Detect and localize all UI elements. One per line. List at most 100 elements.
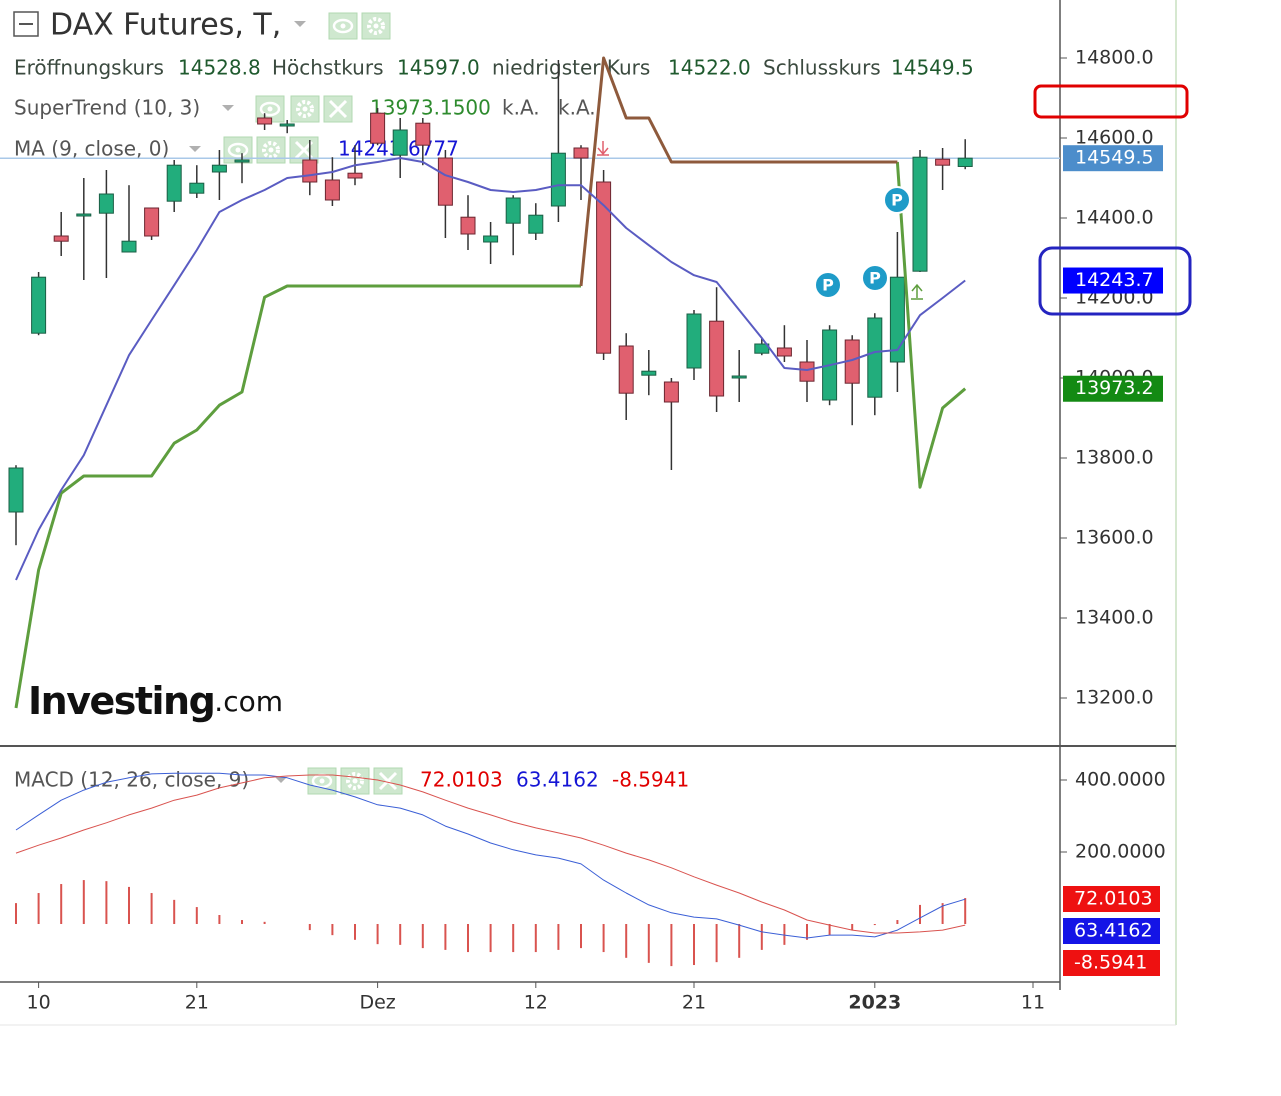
event-marker-label: P <box>891 191 903 210</box>
candle-body <box>550 152 566 207</box>
icon <box>378 771 398 791</box>
candle-body <box>912 156 928 272</box>
candle-body <box>8 467 24 513</box>
value-badge-label: -8.5941 <box>1074 952 1147 974</box>
candle-body <box>324 179 340 201</box>
annotation-frame <box>1033 84 1189 119</box>
indicator-value: 63.4162 <box>516 768 599 792</box>
ohlc-label: Schlusskurs <box>763 56 881 80</box>
event-marker[interactable] <box>883 186 911 214</box>
event-marker-label: P <box>869 269 881 288</box>
icon <box>296 100 314 118</box>
y-tick-label: 13800.0 <box>1075 447 1154 469</box>
candle-body <box>867 317 883 398</box>
ohlc-value: 14522.0 <box>668 56 751 80</box>
dropdown[interactable] <box>189 146 201 152</box>
candle-body <box>211 164 227 173</box>
x-tick-label: 12 <box>524 992 548 1014</box>
price-badge <box>1063 145 1163 172</box>
dropdown[interactable] <box>275 777 287 783</box>
candle-body <box>596 181 612 354</box>
x-tick-label: Dez <box>359 992 395 1014</box>
watermark-brand: Investing <box>28 679 214 723</box>
value-badge <box>1063 950 1160 976</box>
candle-body <box>234 159 250 163</box>
indicator-value: k.A. <box>558 96 596 120</box>
signal-arrow-up <box>911 283 923 300</box>
event-marker[interactable] <box>861 264 889 292</box>
candle-body <box>347 172 363 179</box>
ma-line <box>15 157 966 581</box>
icon <box>332 18 354 34</box>
value-badge-label: 63.4162 <box>1074 920 1153 942</box>
indicator-label: SuperTrend (10, 3) <box>14 96 200 120</box>
candle-body <box>935 158 951 166</box>
candle-body <box>889 276 905 363</box>
price-badge <box>1063 375 1163 402</box>
candle-body <box>709 320 725 397</box>
icon <box>302 106 308 112</box>
indicator-label: MACD (12, 26, close, 9) <box>14 768 249 792</box>
icon <box>267 106 273 112</box>
icon <box>340 23 346 29</box>
value-badge <box>1063 886 1160 912</box>
indicator-label: MA (9, close, 0) <box>14 137 169 161</box>
x-tick-label: 11 <box>1021 992 1045 1014</box>
candle-body <box>257 117 273 125</box>
candle-body <box>731 375 747 379</box>
layer: Eröffnungskurs 14528.8 Höchstkurs 14597.0 ni… <box>0 12 1166 1014</box>
candle-body <box>505 197 521 224</box>
x-tick-label: 2023 <box>848 992 901 1014</box>
dropdown[interactable] <box>294 21 306 27</box>
icon <box>367 17 385 35</box>
x-tick-label: 10 <box>27 992 51 1014</box>
annotation-frame <box>1038 246 1192 316</box>
candle-body <box>76 213 92 217</box>
supertrend-line <box>895 161 967 489</box>
candle-body <box>98 193 114 214</box>
icon <box>373 23 379 29</box>
candle-body <box>460 216 476 235</box>
indicator-value: k.A. <box>502 96 540 120</box>
y-tick-label: 400.0000 <box>1075 769 1166 791</box>
candle-body <box>189 182 205 194</box>
indicator-value: 72.0103 <box>420 768 503 792</box>
dropdown[interactable] <box>222 105 234 111</box>
signal-arrow-down <box>597 141 609 156</box>
macd-line <box>15 774 966 934</box>
candle-body <box>776 347 792 357</box>
watermark: Investing.com <box>28 679 283 723</box>
icon <box>352 778 358 784</box>
candle-body <box>641 370 657 376</box>
supertrend-line <box>14 284 581 709</box>
ohlc-value: 14549.5 <box>891 56 974 80</box>
icon <box>235 147 241 153</box>
icon <box>328 99 348 119</box>
chart-title: DAX Futures, T, <box>50 8 281 43</box>
supertrend-line <box>579 56 898 287</box>
event-marker[interactable] <box>814 271 842 299</box>
candle-body <box>437 157 453 206</box>
icon <box>262 141 280 159</box>
candle-body <box>166 164 182 202</box>
candle-body <box>799 361 815 382</box>
watermark-suffix: .com <box>214 685 283 718</box>
y-tick-label: 14800.0 <box>1075 47 1154 69</box>
candle-body <box>31 276 47 334</box>
y-tick-label: 13400.0 <box>1075 607 1154 629</box>
ohlc-label: Eröffnungskurs <box>14 56 164 80</box>
icon <box>259 101 281 117</box>
indicator-value: -8.5941 <box>612 768 689 792</box>
ohlc-label: Höchstkurs <box>272 56 384 80</box>
value-badge-label: 72.0103 <box>1074 888 1153 910</box>
price-badge-label: 14549.5 <box>1075 147 1154 169</box>
x-tick-label: 21 <box>185 992 209 1014</box>
y-tick-label: 14400.0 <box>1075 207 1154 229</box>
candle-body <box>302 159 318 183</box>
collapse-button[interactable] <box>13 11 39 37</box>
candle-body <box>392 129 408 156</box>
candle-body <box>957 157 973 167</box>
